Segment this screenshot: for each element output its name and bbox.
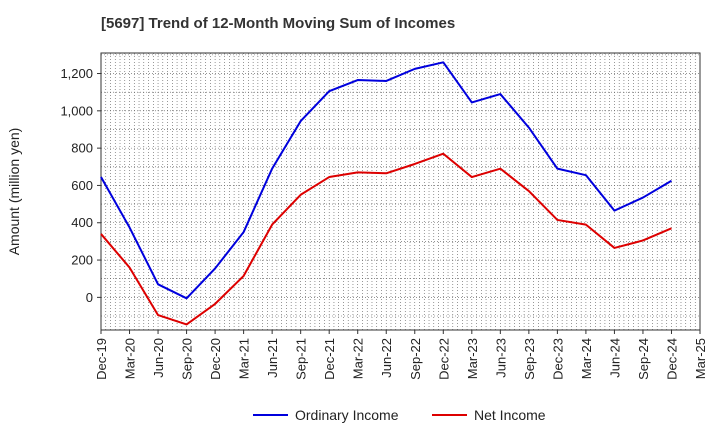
x-tick-label: Jun-23 (493, 338, 508, 378)
legend: Ordinary Income Net Income (253, 407, 546, 423)
x-tick-label: Mar-24 (579, 338, 594, 379)
x-tick-label: Dec-20 (208, 338, 223, 380)
y-tick-label: 800 (71, 141, 93, 156)
plot-area-frame (100, 52, 701, 331)
x-tick-label: Mar-23 (465, 338, 480, 379)
x-tick-label: Sep-21 (294, 338, 309, 380)
y-tick-label: 0 (86, 290, 93, 305)
x-tick-label: Mar-22 (351, 338, 366, 379)
x-tick-label: Mar-21 (237, 338, 252, 379)
y-tick-label: 1,000 (60, 103, 93, 118)
x-tick-label: Dec-21 (322, 338, 337, 380)
x-tick-label: Jun-21 (265, 338, 280, 378)
x-tick-label: Sep-24 (636, 338, 651, 380)
y-axis-label: Amount (million yen) (6, 128, 22, 256)
x-tick-label: Jun-22 (379, 338, 394, 378)
x-axis-ticks: Dec-19 Mar-20 Jun-20 Sep-20 Dec-20 Mar-21 Jun-… (94, 330, 708, 380)
x-tick-label: Dec-22 (436, 338, 451, 380)
x-tick-label: Jun-20 (151, 338, 166, 378)
y-tick-label: 1,200 (60, 66, 93, 81)
y-tick-label: 600 (71, 178, 93, 193)
legend-label-net-income: Net Income (474, 407, 546, 423)
chart-title: [5697] Trend of 12-Month Moving Sum of I… (101, 15, 456, 32)
legend-label-ordinary-income: Ordinary Income (295, 407, 399, 423)
x-tick-label: Dec-24 (664, 338, 679, 380)
x-tick-label: Mar-20 (123, 338, 138, 379)
x-tick-label: Sep-22 (408, 338, 423, 380)
y-tick-label: 200 (71, 253, 93, 268)
x-tick-label: Dec-19 (94, 338, 109, 380)
series-lines (100, 61, 672, 326)
grid-lines (100, 53, 701, 330)
y-tick-label: 400 (71, 215, 93, 230)
x-tick-label: Dec-23 (550, 338, 565, 380)
x-tick-label: Mar-25 (693, 338, 708, 379)
x-tick-label: Sep-23 (522, 338, 537, 380)
x-tick-label: Sep-20 (180, 338, 195, 380)
y-axis-ticks: 0 200 400 600 800 1,000 1,200 (60, 66, 101, 305)
series-line-net-income (100, 152, 672, 326)
series-line-ordinary-income (100, 61, 672, 300)
x-tick-label: Jun-24 (607, 338, 622, 378)
